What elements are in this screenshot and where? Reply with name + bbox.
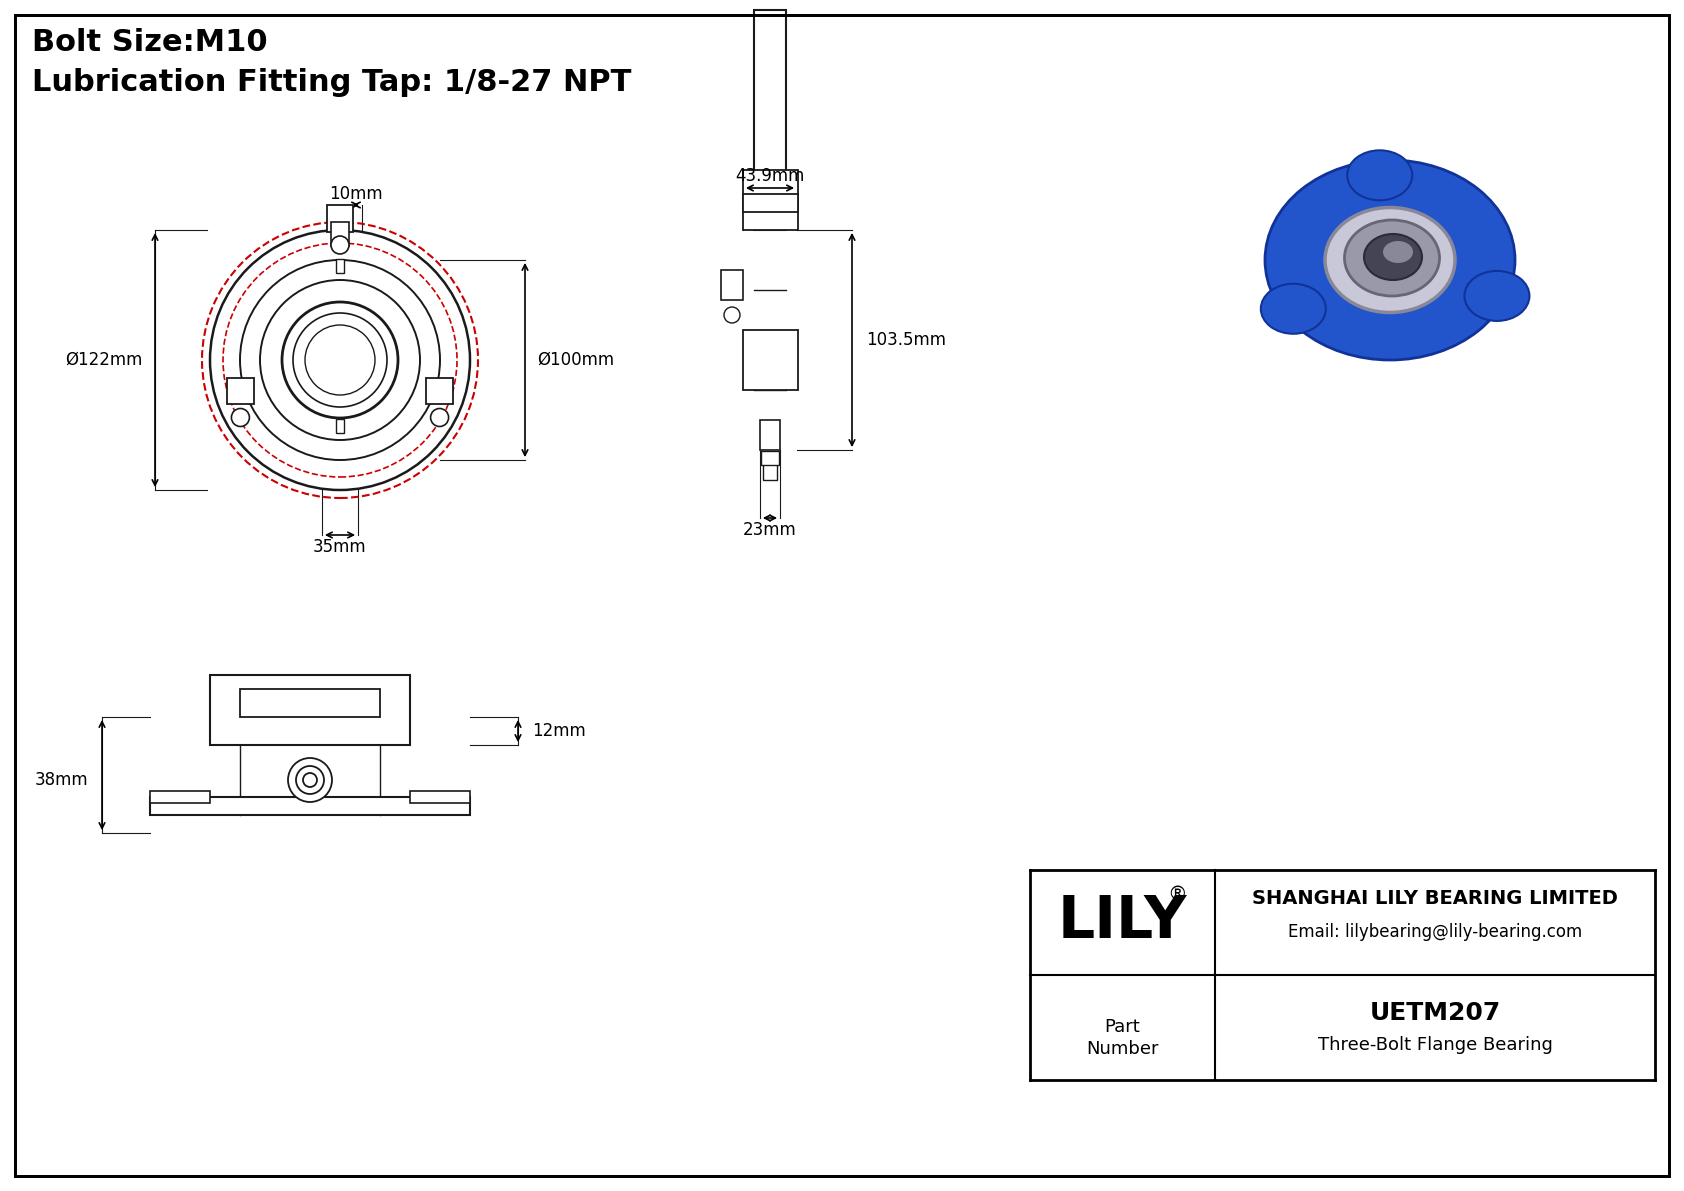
Bar xyxy=(241,690,381,717)
Bar xyxy=(754,10,786,230)
Circle shape xyxy=(724,307,739,323)
Bar xyxy=(743,170,798,230)
Circle shape xyxy=(288,757,332,802)
Bar xyxy=(150,797,470,815)
Ellipse shape xyxy=(1265,160,1516,360)
Text: Bolt Size:M10: Bolt Size:M10 xyxy=(32,29,268,57)
Bar xyxy=(426,378,453,404)
Text: Ø122mm: Ø122mm xyxy=(66,351,143,369)
Text: Ø100mm: Ø100mm xyxy=(537,351,615,369)
Bar xyxy=(743,330,798,389)
Circle shape xyxy=(296,766,323,794)
Text: Three-Bolt Flange Bearing: Three-Bolt Flange Bearing xyxy=(1317,1036,1553,1054)
Text: Number: Number xyxy=(1086,1040,1159,1058)
Ellipse shape xyxy=(1325,207,1455,312)
Ellipse shape xyxy=(1465,270,1529,320)
Bar xyxy=(337,419,344,434)
Bar xyxy=(721,270,743,300)
Text: 35mm: 35mm xyxy=(313,538,367,556)
Ellipse shape xyxy=(1261,283,1325,333)
Text: 38mm: 38mm xyxy=(34,771,88,788)
Text: ®: ® xyxy=(1167,885,1187,904)
Text: SHANGHAI LILY BEARING LIMITED: SHANGHAI LILY BEARING LIMITED xyxy=(1253,888,1618,908)
Bar xyxy=(227,378,254,404)
Text: Lubrication Fitting Tap: 1/8-27 NPT: Lubrication Fitting Tap: 1/8-27 NPT xyxy=(32,68,632,96)
Bar xyxy=(763,462,776,480)
Text: LILY: LILY xyxy=(1058,893,1187,950)
Circle shape xyxy=(431,409,448,426)
Text: UETM207: UETM207 xyxy=(1369,1000,1500,1025)
Ellipse shape xyxy=(1347,150,1413,200)
Text: 103.5mm: 103.5mm xyxy=(866,331,946,349)
Bar xyxy=(759,420,780,450)
Bar xyxy=(150,791,210,803)
Bar xyxy=(210,675,409,746)
Ellipse shape xyxy=(1383,241,1413,263)
Bar xyxy=(327,205,354,232)
Bar xyxy=(337,258,344,273)
Text: Part: Part xyxy=(1105,1018,1140,1036)
Circle shape xyxy=(332,236,349,254)
Ellipse shape xyxy=(1364,233,1421,280)
Text: 23mm: 23mm xyxy=(743,520,797,540)
Text: 12mm: 12mm xyxy=(532,722,586,740)
Text: Email: lilybearing@lily-bearing.com: Email: lilybearing@lily-bearing.com xyxy=(1288,923,1583,941)
Bar xyxy=(743,194,798,212)
Circle shape xyxy=(303,773,317,787)
Bar xyxy=(761,451,780,464)
Text: 10mm: 10mm xyxy=(328,185,382,202)
Bar xyxy=(332,222,349,247)
Circle shape xyxy=(231,409,249,426)
Bar xyxy=(409,791,470,803)
Text: 43.9mm: 43.9mm xyxy=(736,167,805,185)
Ellipse shape xyxy=(1344,220,1440,297)
